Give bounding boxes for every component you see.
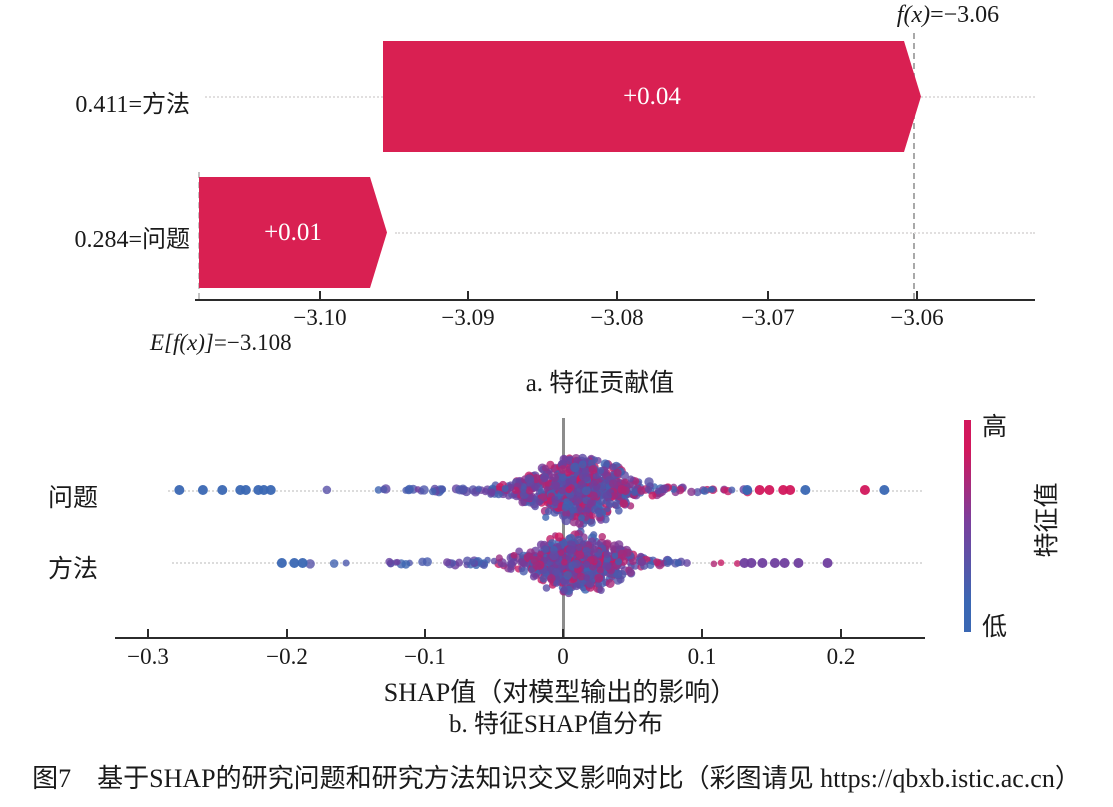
panel-a-title: a. 特征贡献值	[525, 370, 675, 397]
panel-b-title: b. 特征SHAP值分布	[449, 711, 663, 738]
x-tick	[616, 291, 618, 299]
x-tick-label: −0.3	[127, 644, 169, 669]
colorbar-high-label: 高	[982, 414, 1008, 441]
beeswarm-points	[174, 453, 890, 598]
ef-function-text: E[f(x)]	[150, 330, 214, 355]
x-tick	[767, 291, 769, 299]
feature-row-label-fangfa: 0.411=方法	[75, 92, 190, 118]
zero-reference-line	[562, 418, 565, 638]
x-tick	[147, 629, 149, 637]
colorbar-low-label: 低	[982, 614, 1008, 641]
x-tick-label: −3.10	[293, 305, 347, 330]
ef-value-text: =−3.108	[213, 330, 292, 355]
x-tick	[916, 291, 918, 299]
x-tick-label: 0.1	[687, 644, 717, 669]
x-tick-label: −3.08	[590, 305, 644, 330]
x-tick	[840, 629, 842, 637]
x-tick	[562, 629, 564, 637]
fx-function-text: f(x)	[896, 2, 931, 28]
colorbar-axis-label: 特征值	[1034, 482, 1061, 558]
beeswarm-x-axis-label: SHAP值（对模型输出的影响）	[383, 678, 737, 707]
x-tick-label: 0	[557, 644, 569, 669]
fx-dashed-line	[913, 33, 915, 299]
waterfall-x-axis	[195, 299, 1035, 301]
beeswarm-row-label-wenti: 问题	[48, 485, 99, 512]
x-tick-label: −3.09	[441, 305, 495, 330]
x-tick	[467, 291, 469, 299]
shap-bar-fangfa: +0.04	[383, 41, 921, 152]
shap-bar-value: +0.01	[264, 218, 322, 246]
x-tick	[424, 629, 426, 637]
figure-caption: 图7 基于SHAP的研究问题和研究方法知识交叉影响对比（彩图请见 https:/…	[32, 764, 1081, 793]
x-tick-label: −0.1	[404, 644, 446, 669]
x-tick-label: −3.06	[890, 305, 944, 330]
x-tick-label: 0.2	[826, 644, 856, 669]
row-guide-dotted-line	[395, 232, 1035, 234]
shap-bar-wenti: +0.01	[199, 177, 387, 288]
fx-output-label: f(x)=−3.06	[858, 2, 1038, 29]
x-tick	[286, 629, 288, 637]
x-tick	[319, 291, 321, 299]
x-tick-label: −3.07	[741, 305, 795, 330]
shap-bar-value: +0.04	[623, 82, 681, 110]
base-value-label: E[f(x)]=−3.108	[150, 330, 292, 356]
beeswarm-row-label-fangfa: 方法	[48, 556, 99, 583]
x-tick	[701, 629, 703, 637]
fx-value-text: =−3.06	[930, 2, 1000, 28]
x-tick-label: −0.2	[266, 644, 308, 669]
beeswarm-x-axis	[115, 637, 925, 639]
feature-row-label-wenti: 0.284=问题	[74, 227, 190, 253]
feature-value-colorbar	[964, 420, 971, 632]
